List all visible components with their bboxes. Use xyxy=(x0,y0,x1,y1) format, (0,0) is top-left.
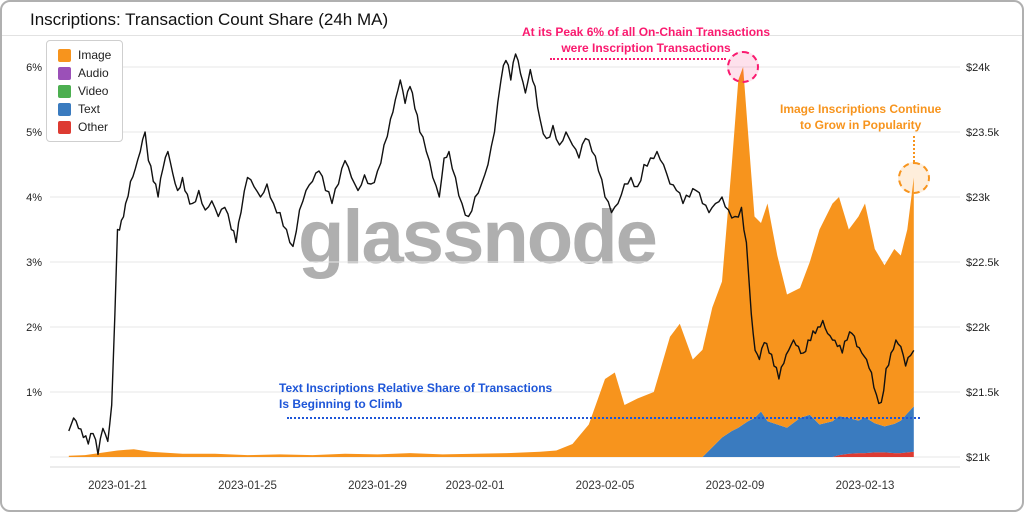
annotation-image-growth: Image Inscriptions Continue to Grow in P… xyxy=(780,101,941,133)
text-climb-leader-line xyxy=(287,417,920,419)
legend-swatch-audio xyxy=(58,66,71,80)
left-axis-tick: 4% xyxy=(26,192,42,204)
annotation-peak-line1: At its Peak 6% of all On-Chain Transacti… xyxy=(522,25,771,39)
growth-highlight-circle xyxy=(898,162,930,194)
legend-swatch-text xyxy=(58,102,71,116)
legend-item-video[interactable]: Video xyxy=(58,84,111,98)
x-axis-tick: 2023-01-21 xyxy=(88,480,147,492)
annotation-peak: At its Peak 6% of all On-Chain Transacti… xyxy=(522,24,770,56)
annotation-text-climb: Text Inscriptions Relative Share of Tran… xyxy=(279,380,552,412)
x-axis-tick: 2023-01-29 xyxy=(348,480,407,492)
right-axis-tick: $24k xyxy=(966,62,990,74)
x-axis-tick: 2023-02-13 xyxy=(836,480,895,492)
annotation-text-climb-line2: Is Beginning to Climb xyxy=(279,397,403,411)
annotation-image-growth-line2: to Grow in Popularity xyxy=(800,118,922,132)
glassnode-watermark: glassnode xyxy=(298,195,658,280)
right-axis-tick: $23.5k xyxy=(966,127,1000,139)
left-axis-tick: 6% xyxy=(26,62,42,74)
right-axis-tick: $21.5k xyxy=(966,387,1000,399)
price-line xyxy=(68,53,915,456)
area-image xyxy=(68,67,914,457)
annotation-text-climb-line1: Text Inscriptions Relative Share of Tran… xyxy=(279,381,553,395)
peak-highlight-circle xyxy=(727,51,759,83)
legend-label: Video xyxy=(78,84,109,98)
left-axis-tick: 2% xyxy=(26,322,42,334)
legend-swatch-image xyxy=(58,48,71,62)
legend-label: Audio xyxy=(78,66,109,80)
x-axis-tick: 2023-02-05 xyxy=(576,480,635,492)
legend-swatch-video xyxy=(58,84,71,98)
left-axis-tick: 5% xyxy=(26,127,42,139)
right-axis-tick: $23k xyxy=(966,192,990,204)
annotation-image-growth-line1: Image Inscriptions Continue xyxy=(780,102,942,116)
right-axis-tick: $22.5k xyxy=(966,257,1000,269)
legend-item-text[interactable]: Text xyxy=(58,102,111,116)
area-text xyxy=(68,406,914,457)
legend-label: Image xyxy=(78,48,112,62)
right-axis-tick: $22k xyxy=(966,322,990,334)
annotation-peak-line2: were Inscription Transactions xyxy=(561,41,731,55)
right-axis-tick: $21k xyxy=(966,452,990,464)
x-axis-tick: 2023-02-09 xyxy=(706,480,765,492)
legend-item-other[interactable]: Other xyxy=(58,120,111,134)
legend-item-audio[interactable]: Audio xyxy=(58,66,111,80)
legend: Image Audio Video Text Other xyxy=(46,40,124,142)
legend-label: Text xyxy=(78,102,101,116)
page-title: Inscriptions: Transaction Count Share (2… xyxy=(30,10,389,29)
x-axis-tick: 2023-01-25 xyxy=(218,480,277,492)
x-axis-tick: 2023-02-01 xyxy=(446,480,505,492)
legend-label: Other xyxy=(78,120,109,134)
growth-leader-line xyxy=(913,136,915,162)
left-axis-tick: 3% xyxy=(26,257,42,269)
legend-item-image[interactable]: Image xyxy=(58,48,111,62)
peak-leader-line xyxy=(550,58,726,60)
legend-swatch-other xyxy=(58,120,71,134)
title-divider xyxy=(2,35,1022,36)
left-axis-tick: 1% xyxy=(26,387,42,399)
